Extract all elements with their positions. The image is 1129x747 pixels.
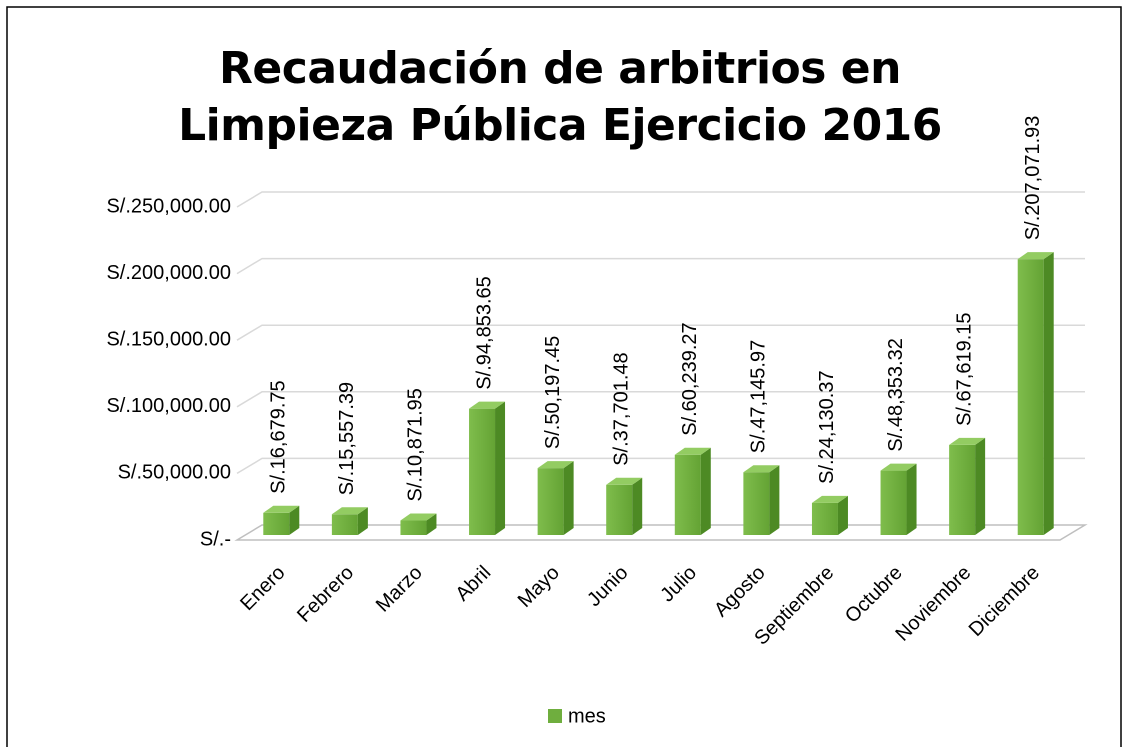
y-tick-label: S/.100,000.00 <box>106 395 231 417</box>
x-tick-label: Junio <box>583 562 632 611</box>
bar-top <box>1017 252 1054 260</box>
bar-top <box>263 505 300 513</box>
bar-top <box>674 447 711 455</box>
legend-swatch <box>548 709 562 723</box>
grid-line <box>236 257 1085 275</box>
x-tick-label: Diciembre <box>965 562 1044 641</box>
chart-title: Recaudación de arbitrios en Limpieza Púb… <box>178 43 942 152</box>
y-tick-label: S/.150,000.00 <box>106 328 231 350</box>
bar-top <box>537 461 574 469</box>
bar-top <box>949 437 986 445</box>
bar-front <box>537 468 564 535</box>
bar-top <box>400 513 437 521</box>
value-label: S/.67,619.15 <box>953 312 975 425</box>
bar-side <box>426 513 437 535</box>
bar-top <box>811 495 848 503</box>
bar-top <box>469 401 506 409</box>
grid-line <box>236 324 1085 341</box>
bar-front <box>263 512 290 535</box>
grid-line <box>236 457 1085 475</box>
bar-side <box>975 437 986 535</box>
bar-side <box>563 461 574 535</box>
bar-top <box>331 507 368 515</box>
value-label: S/.15,557.39 <box>336 382 358 495</box>
value-label: S/.60,239.27 <box>679 322 701 435</box>
bar-side <box>837 495 848 535</box>
grid-line <box>234 524 1088 541</box>
x-tick-label: Noviembre <box>891 562 975 646</box>
x-tick-label: Marzo <box>372 562 427 617</box>
bar-front <box>743 472 770 535</box>
value-label: S/.37,701.48 <box>610 352 632 465</box>
bar-side <box>357 507 368 535</box>
x-tick-label: Julio <box>656 562 701 607</box>
y-tick-label: S/.250,000.00 <box>106 195 231 217</box>
value-label: S/.207,071.93 <box>1022 116 1044 241</box>
bar-front <box>811 502 838 535</box>
legend-label: mes <box>568 705 606 727</box>
value-label: S/.47,145.97 <box>748 340 770 453</box>
bar-side <box>769 465 780 535</box>
bar-side <box>906 463 917 535</box>
bar-side <box>289 505 300 535</box>
x-tick-label: Enero <box>236 562 289 615</box>
bar-front <box>469 408 496 535</box>
x-tick-label: Octubre <box>841 562 907 628</box>
y-tick-label: S/.200,000.00 <box>106 262 231 284</box>
bar-top <box>743 465 780 473</box>
value-label: S/.50,197.45 <box>542 336 564 449</box>
value-label: S/.10,871.95 <box>405 388 427 501</box>
x-tick-label: Agosto <box>710 562 770 622</box>
x-tick-label: Abril <box>451 562 495 606</box>
bar-side <box>1043 252 1054 536</box>
x-tick-label: Mayo <box>514 562 564 612</box>
bar-front <box>880 470 907 535</box>
y-tick-label: S/.50,000.00 <box>118 462 231 484</box>
bar-front <box>606 484 633 535</box>
bar-front <box>331 514 358 535</box>
bar-front <box>674 454 701 535</box>
bar-top <box>606 477 643 485</box>
value-label: S/.24,130.37 <box>816 370 838 483</box>
bar-side <box>700 447 711 535</box>
bar-side <box>495 401 506 535</box>
value-label: S/.48,353.32 <box>885 338 907 451</box>
y-tick-label: S/.- <box>200 528 231 550</box>
frame <box>6 6 1122 747</box>
value-label: S/.16,679.75 <box>268 380 290 493</box>
bar-front <box>949 444 976 535</box>
x-tick-label: Febrero <box>293 562 358 627</box>
grid-line <box>236 191 1085 208</box>
bar-top <box>880 463 917 471</box>
bar-front <box>1017 259 1044 535</box>
value-label: S/.94,853.65 <box>473 276 495 389</box>
bar-front <box>400 520 427 535</box>
grid-line <box>236 391 1085 408</box>
bar-side <box>632 477 643 535</box>
